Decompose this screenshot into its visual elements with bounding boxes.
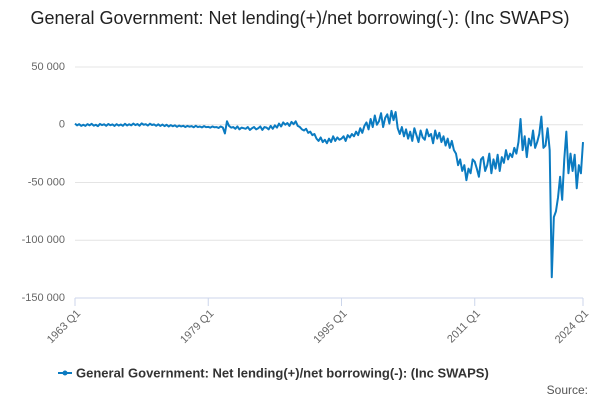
x-tick-label: 1963 Q1 [45,308,83,346]
x-tick-label: 2011 Q1 [445,308,483,346]
legend-item: General Government: Net lending(+)/net b… [58,365,489,380]
series-line [74,109,584,279]
chart-title: General Government: Net lending(+)/net b… [30,8,570,28]
y-tick-label: 50 000 [31,61,65,73]
y-tick-label: -50 000 [28,176,65,188]
source: Source: [547,383,588,397]
legend-label: General Government: Net lending(+)/net b… [76,365,489,380]
x-tick-label: 1979 Q1 [178,308,216,346]
x-tick-label: 1995 Q1 [311,308,349,346]
x-tick-label: 2024 Q1 [553,308,591,346]
y-tick-label: -150 000 [22,292,65,304]
y-tick-label: -100 000 [22,234,65,246]
legend-marker [62,370,68,376]
y-tick-label: 0 [59,119,65,131]
